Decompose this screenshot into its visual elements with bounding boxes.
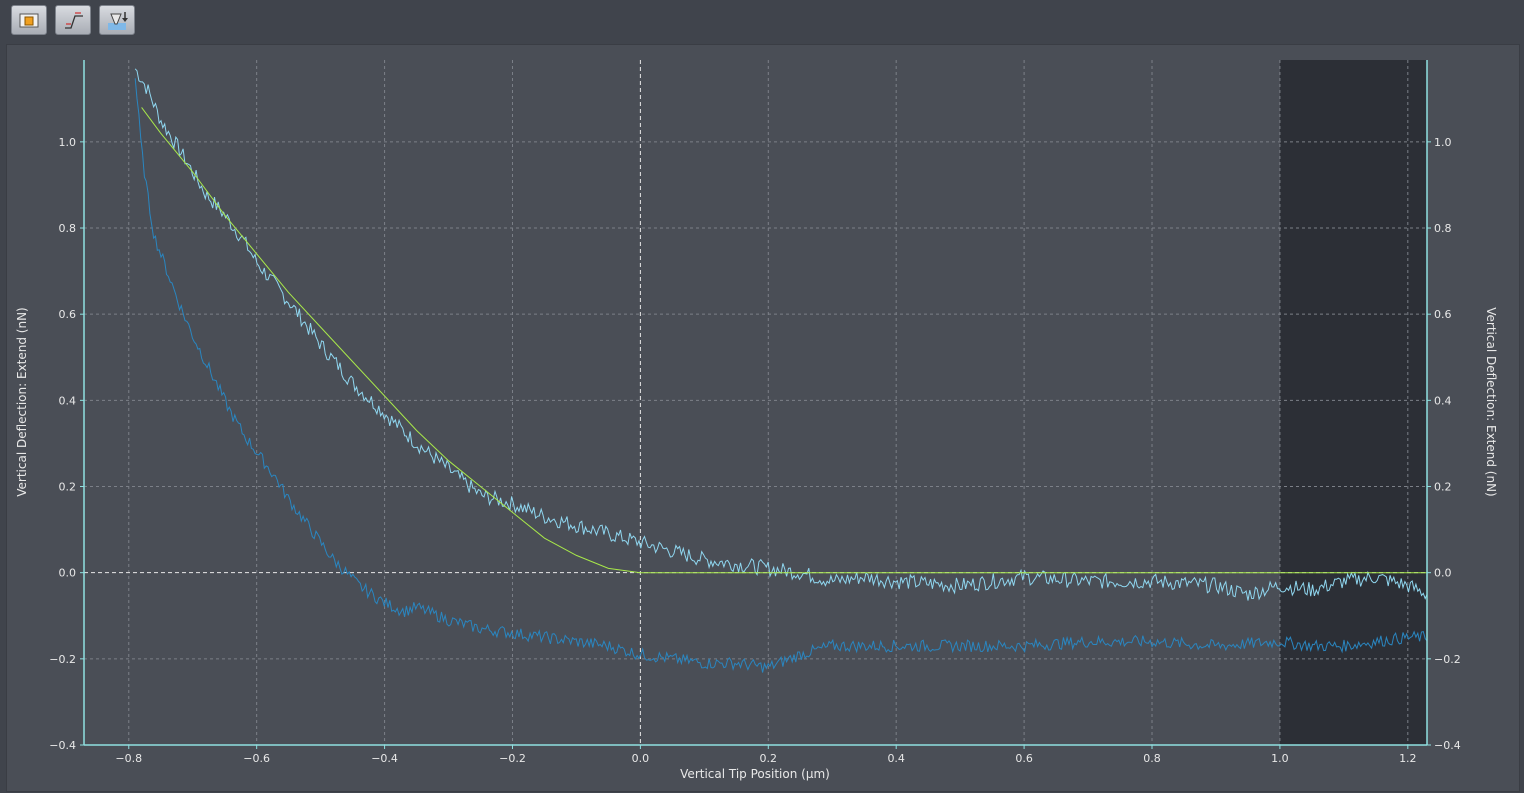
y-tick-label-right: 1.0 — [1434, 136, 1452, 149]
x-tick-label: 1.2 — [1399, 752, 1417, 765]
x-tick-label: −0.2 — [499, 752, 526, 765]
x-tick-label: 0.2 — [760, 752, 778, 765]
baseline-step-icon — [65, 12, 83, 29]
y-tick-label-right: −0.2 — [1434, 653, 1461, 666]
fit-curve-line[interactable] — [141, 107, 1427, 574]
y-tick-label-right: 0.2 — [1434, 481, 1452, 494]
x-tick-label: −0.8 — [115, 752, 142, 765]
x-tick-label: 0.4 — [887, 752, 905, 765]
baseline-tool-button[interactable] — [55, 5, 91, 35]
excluded-region — [1279, 60, 1427, 745]
toolbar — [0, 0, 1524, 44]
y-tick-label-right: 0.0 — [1434, 567, 1452, 580]
x-tick-label: 0.0 — [632, 752, 650, 765]
x-tick-label: −0.4 — [371, 752, 398, 765]
y-tick-label-left: 1.0 — [59, 136, 77, 149]
extend-curve-line[interactable] — [134, 68, 1428, 601]
x-axis-label: Vertical Tip Position (µm) — [680, 767, 830, 781]
open-folder-button[interactable] — [11, 5, 47, 35]
y-tick-label-left: 0.0 — [59, 567, 77, 580]
y-tick-label-left: 0.8 — [59, 222, 77, 235]
y-axis-label-right: Vertical Deflection: Extend (nN) — [1484, 307, 1498, 497]
x-tick-label: 0.6 — [1015, 752, 1033, 765]
y-tick-label-right: 0.6 — [1434, 308, 1452, 321]
y-tick-label-left: 0.4 — [59, 394, 77, 407]
x-tick-label: −0.6 — [243, 752, 270, 765]
y-tick-label-left: −0.2 — [49, 653, 76, 666]
x-tick-label: 0.8 — [1143, 752, 1161, 765]
y-tick-label-right: −0.4 — [1434, 739, 1461, 752]
y-tick-label-left: 0.6 — [59, 308, 77, 321]
y-axis-label-left: Vertical Deflection: Extend (nN) — [15, 307, 29, 497]
indenter-download-icon — [108, 12, 128, 30]
y-tick-label-left: 0.2 — [59, 481, 77, 494]
x-tick-label: 1.0 — [1271, 752, 1289, 765]
y-tick-label-right: 0.4 — [1434, 394, 1452, 407]
folder-icon — [19, 13, 39, 28]
y-tick-label-left: −0.4 — [49, 739, 76, 752]
chart-panel[interactable] — [6, 44, 1520, 792]
y-tick-label-right: 0.8 — [1434, 222, 1452, 235]
retract-curve-line[interactable] — [134, 78, 1428, 673]
indentation-tool-button[interactable] — [99, 5, 135, 35]
